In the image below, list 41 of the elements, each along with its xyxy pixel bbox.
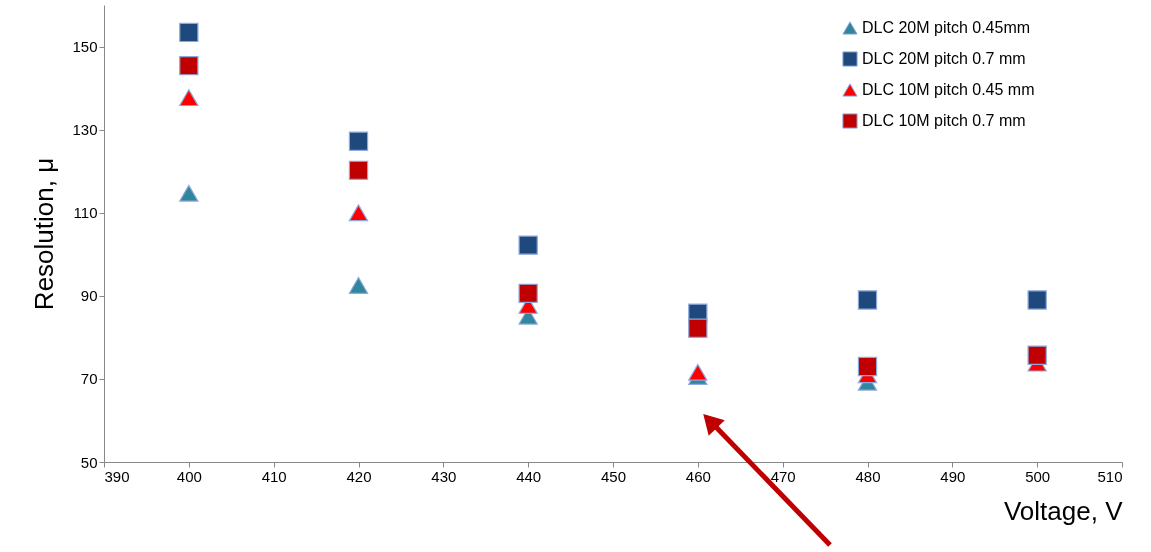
point <box>518 283 538 304</box>
y-tick-label: 150 <box>72 38 98 56</box>
y-axis-title: Resolution, μ <box>29 157 60 311</box>
point <box>1027 345 1047 365</box>
x-tick-label: 450 <box>600 467 627 485</box>
point <box>518 235 538 255</box>
point <box>348 160 369 181</box>
point <box>688 318 708 338</box>
point <box>1027 290 1047 310</box>
x-tick-label: 480 <box>855 467 881 485</box>
y-tick-label: 90 <box>80 287 98 305</box>
point <box>857 290 878 310</box>
point <box>857 356 878 377</box>
y-tick-label: 110 <box>73 204 98 222</box>
x-tick-label: 420 <box>346 467 372 485</box>
legend-label: DLC 20M pitch 0.45mm <box>862 19 1031 36</box>
x-tick-label: 440 <box>516 467 542 485</box>
x-tick-label: 390 <box>104 467 130 485</box>
x-tick-label: 400 <box>176 467 202 485</box>
x-tick-label: 410 <box>261 467 287 485</box>
y-tick-label: 70 <box>80 370 98 388</box>
x-tick-label: 490 <box>940 467 966 485</box>
point <box>348 131 369 151</box>
x-tick-label: 460 <box>685 467 711 485</box>
point <box>179 89 199 107</box>
point <box>179 22 199 43</box>
y-tick-label: 130 <box>72 121 98 139</box>
x-tick-label: 430 <box>431 467 457 485</box>
point <box>688 363 708 381</box>
legend-label: DLC 20M pitch 0.7 mm <box>862 50 1026 67</box>
legend-label: DLC 10M pitch 0.45 mm <box>862 81 1035 98</box>
y-tick-label: 50 <box>80 453 98 471</box>
x-tick-label: 470 <box>770 467 796 485</box>
x-axis-title: Voltage, V <box>1003 495 1124 526</box>
x-tick-label: 510 <box>1097 467 1123 485</box>
point <box>179 184 199 202</box>
point <box>348 276 369 294</box>
point <box>348 204 369 222</box>
x-tick-label: 500 <box>1025 467 1051 485</box>
legend-label: DLC 10M pitch 0.7 mm <box>862 112 1026 129</box>
point <box>179 55 199 76</box>
